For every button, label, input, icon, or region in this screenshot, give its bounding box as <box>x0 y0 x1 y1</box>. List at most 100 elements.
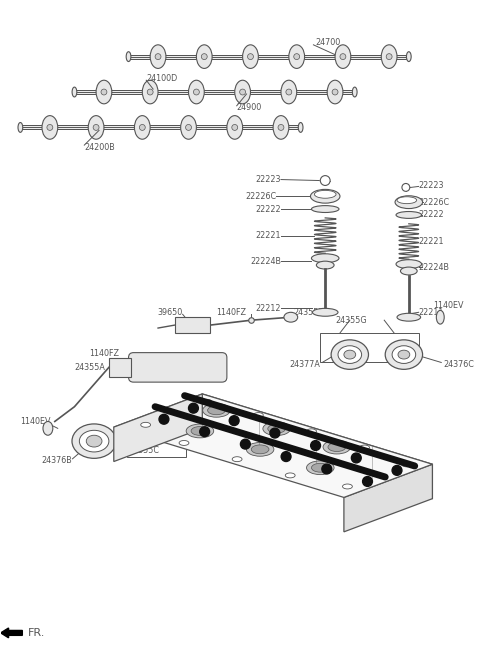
Circle shape <box>392 465 402 475</box>
Ellipse shape <box>386 54 392 59</box>
Text: 22223: 22223 <box>419 181 444 190</box>
Ellipse shape <box>193 89 199 95</box>
Text: 22221: 22221 <box>255 231 281 240</box>
Ellipse shape <box>360 445 370 450</box>
Ellipse shape <box>398 350 410 359</box>
Ellipse shape <box>312 254 339 262</box>
Bar <box>320 333 419 362</box>
Ellipse shape <box>191 426 209 436</box>
Ellipse shape <box>332 89 338 95</box>
Text: 24355A: 24355A <box>74 363 105 372</box>
Text: 24100D: 24100D <box>146 74 178 83</box>
Text: 22212: 22212 <box>255 304 281 313</box>
Ellipse shape <box>381 45 397 69</box>
Ellipse shape <box>314 190 336 198</box>
Ellipse shape <box>79 430 109 452</box>
Ellipse shape <box>88 116 104 139</box>
Bar <box>175 317 210 333</box>
Text: 22226C: 22226C <box>419 198 450 207</box>
Ellipse shape <box>101 89 107 95</box>
Ellipse shape <box>186 124 192 130</box>
Ellipse shape <box>240 89 246 95</box>
Ellipse shape <box>150 45 166 69</box>
Ellipse shape <box>189 80 204 104</box>
Ellipse shape <box>141 422 151 427</box>
Ellipse shape <box>179 440 189 446</box>
Ellipse shape <box>201 54 207 59</box>
Ellipse shape <box>196 45 212 69</box>
Ellipse shape <box>327 80 343 104</box>
Ellipse shape <box>328 443 346 451</box>
Text: 1140FZ: 1140FZ <box>89 349 119 358</box>
Ellipse shape <box>235 80 251 104</box>
Text: 24377A: 24377A <box>129 432 159 441</box>
Ellipse shape <box>248 54 253 59</box>
Ellipse shape <box>202 399 212 405</box>
Ellipse shape <box>43 422 53 435</box>
Ellipse shape <box>180 116 196 139</box>
Ellipse shape <box>268 424 286 433</box>
Text: 22222: 22222 <box>255 204 281 214</box>
Ellipse shape <box>312 463 329 472</box>
Ellipse shape <box>331 340 369 369</box>
Text: 24376B: 24376B <box>42 456 72 465</box>
Ellipse shape <box>232 124 238 130</box>
Circle shape <box>240 439 250 449</box>
Ellipse shape <box>232 457 242 461</box>
Ellipse shape <box>285 473 295 478</box>
Text: 1140FZ: 1140FZ <box>216 308 247 317</box>
Text: 22221: 22221 <box>419 237 444 246</box>
Text: 24377A: 24377A <box>289 360 320 369</box>
Ellipse shape <box>47 124 53 130</box>
Ellipse shape <box>307 429 316 434</box>
Ellipse shape <box>251 445 269 453</box>
Ellipse shape <box>294 54 300 59</box>
Ellipse shape <box>335 45 351 69</box>
Ellipse shape <box>352 87 357 97</box>
Ellipse shape <box>86 435 102 447</box>
FancyArrow shape <box>0 628 23 638</box>
Ellipse shape <box>307 461 334 475</box>
Text: 22211: 22211 <box>419 308 444 317</box>
Ellipse shape <box>397 197 417 204</box>
Ellipse shape <box>42 116 58 139</box>
Circle shape <box>189 403 198 413</box>
Text: 39650: 39650 <box>157 308 182 317</box>
Circle shape <box>270 428 280 438</box>
Polygon shape <box>344 464 432 532</box>
Ellipse shape <box>72 424 116 458</box>
Ellipse shape <box>208 406 225 414</box>
Ellipse shape <box>72 87 77 97</box>
Circle shape <box>362 477 372 486</box>
Ellipse shape <box>263 422 290 436</box>
Ellipse shape <box>284 312 298 322</box>
Ellipse shape <box>203 403 230 417</box>
Text: 24200B: 24200B <box>84 143 115 151</box>
Ellipse shape <box>227 116 242 139</box>
Circle shape <box>281 451 291 461</box>
Ellipse shape <box>18 122 23 132</box>
Ellipse shape <box>298 122 303 132</box>
Ellipse shape <box>312 309 338 316</box>
Ellipse shape <box>147 89 153 95</box>
Ellipse shape <box>289 45 305 69</box>
Ellipse shape <box>436 311 444 324</box>
Text: 22222: 22222 <box>419 210 444 219</box>
Ellipse shape <box>311 190 340 203</box>
Circle shape <box>402 184 410 191</box>
Ellipse shape <box>397 313 420 321</box>
Ellipse shape <box>343 484 352 489</box>
Ellipse shape <box>407 52 411 61</box>
Ellipse shape <box>402 462 411 467</box>
Text: FR.: FR. <box>28 628 46 638</box>
Circle shape <box>322 464 332 474</box>
Text: 22224B: 22224B <box>250 256 281 266</box>
Ellipse shape <box>139 124 145 130</box>
Ellipse shape <box>242 45 258 69</box>
Bar <box>109 358 131 377</box>
Text: 24900: 24900 <box>237 103 262 112</box>
Ellipse shape <box>273 116 289 139</box>
Ellipse shape <box>312 206 339 212</box>
Circle shape <box>200 427 210 437</box>
FancyBboxPatch shape <box>129 352 227 382</box>
